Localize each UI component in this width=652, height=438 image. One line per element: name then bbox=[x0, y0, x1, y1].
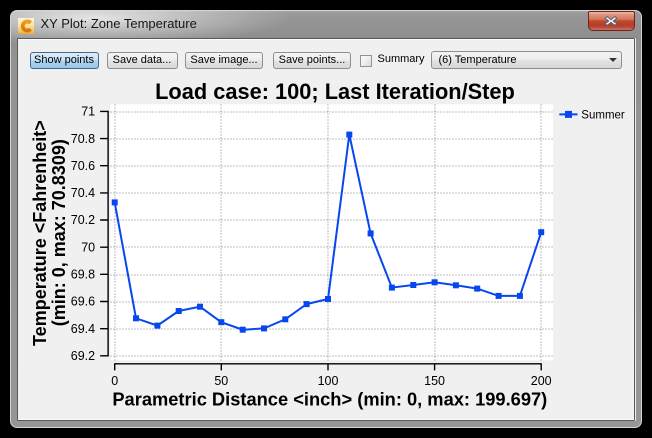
svg-text:(min: 0, max: 70.8309): (min: 0, max: 70.8309) bbox=[48, 139, 68, 326]
svg-text:Temperature <Fahrenheit>: Temperature <Fahrenheit> bbox=[30, 120, 50, 346]
svg-text:70.4: 70.4 bbox=[70, 186, 94, 200]
svg-text:100: 100 bbox=[317, 374, 338, 388]
svg-text:70: 70 bbox=[81, 240, 95, 254]
svg-text:150: 150 bbox=[424, 374, 445, 388]
svg-text:69.4: 69.4 bbox=[70, 321, 94, 335]
svg-text:Summer: Summer bbox=[581, 109, 625, 121]
svg-text:70.6: 70.6 bbox=[70, 158, 94, 172]
svg-text:70.2: 70.2 bbox=[70, 213, 94, 227]
svg-text:71: 71 bbox=[81, 104, 95, 118]
svg-text:69.6: 69.6 bbox=[70, 294, 94, 308]
svg-text:Load case: 100; Last Iteration: Load case: 100; Last Iteration/Step bbox=[155, 78, 515, 103]
svg-text:50: 50 bbox=[214, 374, 228, 388]
svg-text:Parametric Distance <inch> (mi: Parametric Distance <inch> (min: 0, max:… bbox=[112, 388, 547, 409]
svg-text:70.8: 70.8 bbox=[70, 131, 94, 145]
svg-text:0: 0 bbox=[111, 374, 118, 388]
svg-text:69.2: 69.2 bbox=[70, 349, 94, 363]
svg-text:200: 200 bbox=[530, 374, 551, 388]
svg-text:69.8: 69.8 bbox=[70, 267, 94, 281]
